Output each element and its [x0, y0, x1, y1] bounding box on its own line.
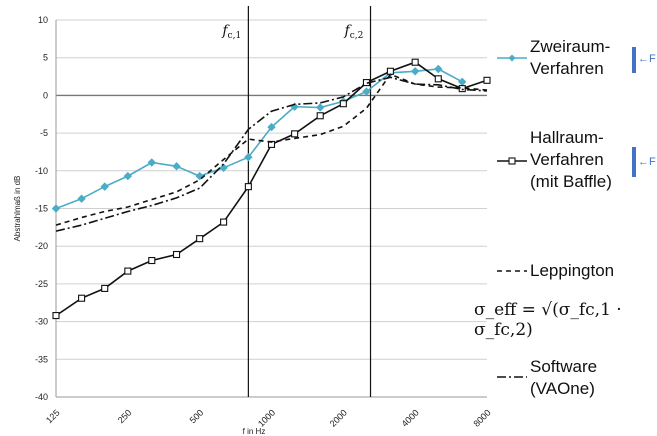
legend-hallraum-bar [632, 147, 636, 177]
y-tick-label: -30 [35, 317, 48, 327]
y-tick-label: 5 [43, 53, 48, 63]
data-point [147, 158, 156, 167]
sigma-eff-formula: σ_eff = √(σ_fc,1 · σ_fc,2) [474, 300, 657, 340]
x-tick-label: 500 [188, 408, 206, 426]
legend-symbols [497, 54, 527, 378]
grid-lines [55, 19, 487, 398]
series-group [51, 58, 491, 320]
f-marker-text-2: F [649, 156, 656, 168]
data-point [316, 103, 325, 112]
x-tick-label: 2000 [328, 408, 349, 429]
data-point [51, 204, 61, 213]
formula-text: σ_eff = √(σ_fc,1 · σ_fc,2) [474, 300, 622, 340]
legend-marker-hallraum [508, 157, 516, 165]
y-tick-label: -10 [35, 166, 48, 176]
data-point [196, 235, 204, 243]
fc1-sub: c,1 [228, 31, 242, 41]
data-point [172, 250, 181, 259]
data-point [101, 284, 109, 292]
legend-hallraum: Hallraum- Verfahren (mit Baffle) [530, 127, 612, 193]
legend-zweiraum-f-marker: ←F [638, 53, 656, 65]
x-tick-label: 4000 [400, 408, 421, 429]
data-point [219, 163, 228, 172]
data-point [52, 312, 60, 320]
legend-leppington-label: Leppington [530, 261, 615, 280]
legend-software: Software (VAOne) [530, 356, 597, 400]
series-line-3 [55, 76, 488, 232]
legend-hallraum-label: Hallraum- Verfahren (mit Baffle) [530, 128, 612, 191]
fc1-label: fc,1 [221, 23, 241, 41]
fc2-main: f [344, 23, 353, 39]
legend-hallraum-f-marker: ←F [638, 156, 656, 168]
y-tick-label: -25 [35, 279, 48, 289]
data-point [100, 182, 109, 191]
y-tick-label: 10 [38, 15, 48, 25]
legend-zweiraum-bar [632, 47, 636, 73]
series-line-1 [55, 61, 488, 317]
fc1-main: f [221, 23, 230, 39]
data-point [434, 64, 443, 74]
data-point [410, 67, 420, 76]
f-marker-text: F [649, 53, 656, 65]
legend-software-label: Software (VAOne) [530, 357, 598, 398]
data-point [124, 267, 132, 275]
data-point [291, 130, 299, 138]
x-tick-label: 250 [116, 408, 134, 426]
y-tick-labels: 10 5 0 -5 -10 -15 -20 -25 -30 -35 -40 [35, 15, 48, 402]
x-axis-label: f in Hz [243, 427, 266, 436]
y-tick-label: -40 [35, 392, 48, 402]
x-tick-label: 125 [44, 408, 62, 426]
data-point [362, 87, 371, 96]
x-tick-label: 1000 [256, 408, 277, 429]
data-point [123, 171, 133, 181]
fc2-label: fc,2 [344, 23, 364, 41]
data-point [483, 76, 491, 84]
y-tick-label: -35 [35, 354, 48, 364]
legend-zweiraum-label: Zweiraum- Verfahren [530, 37, 611, 78]
y-tick-label: 0 [43, 90, 48, 100]
legend-marker-zweiraum [508, 54, 516, 62]
data-point [411, 58, 419, 66]
data-point [244, 183, 252, 191]
x-tick-labels: 125 250 500 1000 2000 4000 8000 [44, 408, 493, 429]
data-point [220, 218, 228, 226]
data-point [244, 153, 253, 162]
data-point [458, 77, 467, 87]
data-point [434, 75, 442, 83]
data-point [172, 162, 181, 171]
x-tick-label: 8000 [471, 408, 492, 429]
data-point [339, 100, 347, 108]
data-point [148, 256, 156, 265]
y-tick-label: -5 [40, 128, 48, 138]
data-point [77, 194, 86, 203]
data-point [78, 294, 86, 302]
y-tick-label: -15 [35, 204, 48, 214]
data-point [316, 112, 324, 120]
y-tick-label: -20 [35, 241, 48, 251]
data-point [386, 67, 394, 75]
fc2-sub: c,2 [350, 31, 364, 41]
data-point [267, 122, 276, 132]
critical-frequency-lines [247, 6, 372, 397]
legend-zweiraum: Zweiraum- Verfahren [530, 36, 610, 80]
legend-leppington: Leppington [530, 260, 614, 282]
y-axis-label: Abstrahlmaß in dB [13, 176, 22, 242]
series-line-2 [55, 73, 488, 226]
series-line-0 [55, 68, 463, 210]
